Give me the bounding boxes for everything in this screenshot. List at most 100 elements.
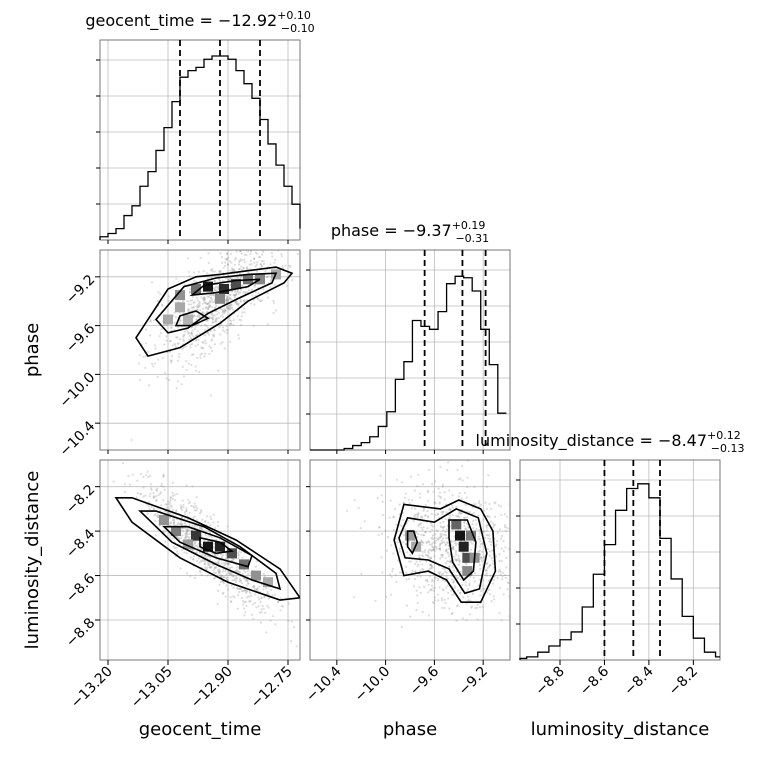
- scatter-point: [508, 527, 510, 530]
- scatter-point: [219, 252, 222, 255]
- ytick-label-luminosity_distance: −8.8: [63, 615, 98, 650]
- scatter-point: [189, 574, 192, 578]
- scatter-point: [187, 308, 190, 311]
- scatter-point: [433, 580, 436, 583]
- scatter-point: [192, 555, 195, 558]
- scatter-point: [459, 570, 463, 573]
- scatter-point: [176, 380, 179, 383]
- scatter-point: [472, 527, 475, 530]
- scatter-point: [239, 579, 242, 582]
- scatter-point: [188, 331, 191, 334]
- scatter-point: [183, 551, 186, 554]
- scatter-point: [153, 508, 156, 511]
- scatter-point: [426, 510, 429, 513]
- scatter-point: [219, 333, 222, 336]
- scatter-point: [226, 305, 229, 308]
- scatter-point: [240, 596, 244, 600]
- scatter-point: [208, 564, 211, 567]
- scatter-point: [196, 507, 199, 510]
- scatter-point: [241, 284, 244, 287]
- scatter-point: [181, 534, 184, 537]
- scatter-point: [428, 564, 432, 567]
- scatter-point: [496, 531, 499, 535]
- scatter-point: [156, 375, 159, 378]
- scatter-point: [433, 547, 436, 550]
- scatter-point: [256, 587, 259, 590]
- scatter-point: [472, 503, 475, 506]
- scatter-point: [228, 324, 231, 327]
- scatter-point: [478, 532, 481, 535]
- scatter-point: [150, 487, 153, 490]
- scatter-point: [170, 522, 173, 525]
- scatter-point: [171, 494, 174, 497]
- scatter-point: [353, 499, 356, 502]
- scatter-point: [200, 559, 203, 562]
- scatter-point: [230, 267, 233, 270]
- scatter-point: [239, 258, 242, 261]
- scatter-point: [241, 556, 244, 560]
- scatter-point: [139, 472, 142, 476]
- scatter-point: [380, 556, 383, 559]
- scatter-point: [257, 605, 260, 608]
- yaxis-label-luminosity_distance: luminosity_distance: [22, 471, 43, 650]
- scatter-point: [232, 557, 235, 561]
- scatter-point: [376, 497, 379, 500]
- scatter-point: [516, 594, 518, 596]
- scatter-point: [418, 523, 421, 526]
- scatter-point: [464, 527, 467, 530]
- scatter-point: [458, 510, 461, 513]
- scatter-point: [203, 520, 206, 523]
- scatter-point: [417, 512, 420, 516]
- scatter-point: [474, 519, 477, 522]
- scatter-point: [192, 306, 195, 309]
- panel-content-geocent_time-luminosity_distance: [112, 462, 300, 648]
- scatter-point: [221, 326, 225, 329]
- scatter-point: [295, 645, 298, 648]
- scatter-point: [259, 245, 261, 247]
- scatter-point: [402, 541, 405, 544]
- scatter-point: [427, 515, 430, 518]
- scatter-point: [206, 574, 209, 577]
- scatter-point: [139, 379, 142, 382]
- scatter-point: [454, 542, 457, 545]
- scatter-point: [181, 508, 184, 511]
- scatter-point: [545, 522, 547, 524]
- scatter-point: [432, 548, 435, 551]
- scatter-point: [193, 314, 196, 317]
- scatter-point: [439, 536, 442, 539]
- scatter-point: [221, 570, 224, 573]
- xaxis-label-phase: phase: [383, 719, 437, 740]
- scatter-point: [208, 566, 211, 569]
- scatter-point: [187, 499, 190, 502]
- scatter-point: [223, 311, 226, 314]
- scatter-point: [230, 323, 233, 326]
- scatter-point: [429, 556, 433, 559]
- scatter-point: [198, 313, 201, 316]
- scatter-point: [477, 514, 480, 517]
- scatter-point: [227, 299, 230, 302]
- scatter-point: [499, 570, 502, 573]
- scatter-point: [440, 510, 443, 514]
- scatter-point: [479, 503, 482, 506]
- scatter-point: [204, 342, 208, 345]
- scatter-point: [159, 293, 162, 296]
- scatter-point: [487, 537, 490, 540]
- scatter-point: [403, 496, 407, 500]
- scatter-point: [244, 291, 247, 294]
- scatter-point: [480, 556, 483, 559]
- scatter-point: [156, 515, 159, 518]
- scatter-point: [445, 548, 448, 551]
- scatter-point: [251, 585, 254, 589]
- scatter-point: [505, 515, 508, 518]
- scatter-point: [479, 556, 482, 559]
- scatter-point: [170, 326, 173, 329]
- scatter-point: [195, 318, 198, 321]
- scatter-point: [208, 304, 211, 307]
- scatter-point: [209, 329, 212, 332]
- scatter-point: [492, 524, 495, 527]
- scatter-point: [430, 565, 433, 568]
- scatter-point: [229, 304, 233, 307]
- scatter-point: [222, 266, 225, 269]
- contour-2: [448, 519, 477, 582]
- scatter-point: [256, 297, 259, 300]
